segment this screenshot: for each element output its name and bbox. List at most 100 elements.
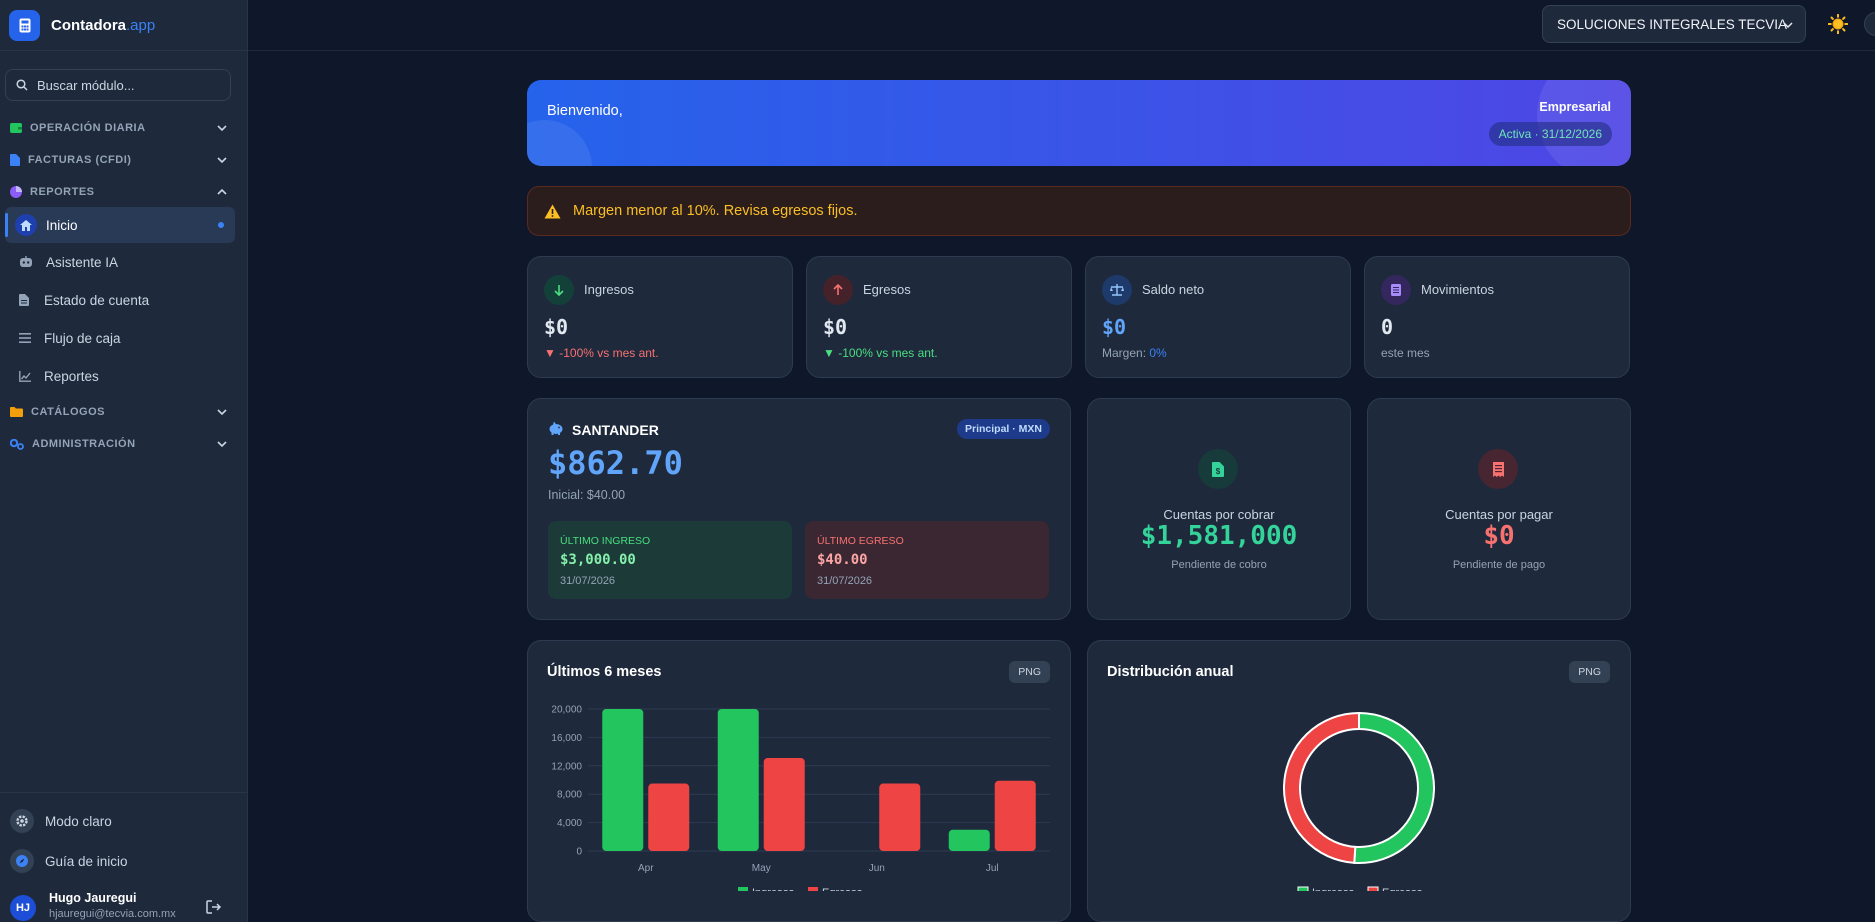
pie-chart-icon (10, 186, 22, 198)
search-input[interactable] (37, 77, 217, 93)
x-tick-label: Jul (986, 863, 999, 874)
last-expense-label: ÚLTIMO EGRESO (817, 535, 904, 547)
alert-text: Margen menor al 10%. Revisa egresos fijo… (573, 203, 858, 219)
brand[interactable]: Contadora.app (0, 0, 247, 51)
scale-icon (1102, 275, 1132, 305)
user-menu-button[interactable] (1864, 12, 1875, 36)
stat-value: $0 (1102, 315, 1127, 339)
bar-chart-panel: Últimos 6 meses PNG 20,000 16,000 12,000 8,… (527, 640, 1071, 922)
y-tick-label: 0 (576, 847, 582, 858)
stat-value: $0 (823, 315, 848, 339)
warning-icon (544, 204, 561, 218)
guide-link[interactable]: Guía de inicio (10, 849, 128, 873)
donut-chart: Ingresos Egresos (1283, 711, 1435, 891)
nav-inicio[interactable]: Inicio (5, 207, 235, 243)
x-tick-label: Apr (638, 863, 654, 874)
export-png-button[interactable]: PNG (1569, 661, 1610, 683)
gear-icon (10, 809, 34, 833)
compass-icon (10, 849, 34, 873)
stat-card-ingresos: Ingresos $0 ▼ -100% vs mes ant. (527, 256, 793, 378)
plan-status-badge: Activa · 31/12/2026 (1488, 122, 1612, 146)
legend-swatch (738, 887, 748, 891)
user-name: Hugo Jauregui (49, 891, 137, 905)
receivable-card[interactable]: $ Cuentas por cobrar $1,581,000 Pendient… (1087, 398, 1351, 620)
x-tick-label: Jun (869, 863, 885, 874)
user-email: hjauregui@tecvia.com.mx (49, 908, 176, 920)
y-tick-label: 12,000 (551, 761, 582, 772)
section-label: OPERACIÓN DIARIA (30, 122, 146, 134)
export-png-button[interactable]: PNG (1009, 661, 1050, 683)
robot-icon (20, 256, 32, 267)
receipt-icon (1478, 449, 1518, 489)
svg-text:$: $ (1216, 467, 1221, 476)
search-box[interactable] (5, 69, 231, 101)
y-tick-label: 16,000 (551, 733, 582, 744)
last-expense-box: ÚLTIMO EGRESO $40.00 31/07/2026 (805, 521, 1049, 599)
payable-value: $0 (1483, 521, 1515, 551)
bar-egresos-jul (994, 780, 1036, 851)
light-mode-label: Modo claro (45, 813, 112, 829)
last-income-label: ÚLTIMO INGRESO (560, 535, 651, 547)
nav-label: Reportes (44, 368, 99, 384)
legend-label: Egresos (822, 887, 863, 891)
stat-label: Saldo neto (1142, 282, 1205, 297)
invoice-dollar-icon: $ (1198, 449, 1238, 489)
welcome-banner: Bienvenido, Empresarial Activa · 31/12/2… (527, 80, 1631, 166)
stat-sub: este mes (1381, 346, 1430, 360)
legend-label: Ingresos (1312, 887, 1355, 891)
section-reportes[interactable]: REPORTES (0, 180, 236, 204)
sidebar: Contadora.app OPERACIÓN DIARIA FACTURAS … (0, 0, 248, 922)
last-income-amount: $3,000.00 (560, 552, 636, 568)
logout-icon[interactable] (206, 900, 222, 914)
receivable-value: $1,581,000 (1140, 521, 1298, 551)
section-facturas[interactable]: FACTURAS (CFDI) (0, 148, 236, 172)
user-profile[interactable]: HJ Hugo Jauregui hjauregui@tecvia.com.mx (10, 891, 176, 921)
stat-label: Movimientos (1421, 282, 1494, 297)
section-administracion[interactable]: ADMINISTRACIÓN (0, 432, 236, 456)
bar-chart: 20,000 16,000 12,000 8,000 4,000 0 Apr May Jun Ju… (551, 705, 1050, 891)
stat-change: ▼ -100% vs mes ant. (823, 346, 938, 360)
nav-label: Flujo de caja (44, 330, 121, 346)
stat-label: Ingresos (584, 282, 634, 297)
section-label: CATÁLOGOS (31, 406, 105, 418)
nav-flujo-de-caja[interactable]: Flujo de caja (5, 320, 235, 356)
company-selector[interactable]: SOLUCIONES INTEGRALES TECVIA (1542, 5, 1806, 43)
section-operacion-diaria[interactable]: OPERACIÓN DIARIA (0, 116, 236, 140)
piggy-bank-icon (549, 421, 563, 435)
nav-asistente-ia[interactable]: Asistente IA (5, 244, 235, 280)
chevron-down-icon (217, 441, 227, 448)
last-expense-amount: $40.00 (817, 552, 868, 568)
plan-name: Empresarial (1539, 100, 1611, 114)
guide-label: Guía de inicio (45, 853, 128, 869)
bank-account-card[interactable]: SANTANDER Principal · MXN $862.70 Inicia… (527, 398, 1071, 620)
payable-card[interactable]: Cuentas por pagar $0 Pendiente de pago (1367, 398, 1631, 620)
light-mode-toggle[interactable]: Modo claro (10, 809, 112, 833)
legend-label: Egresos (1382, 887, 1423, 891)
margin-alert: Margen menor al 10%. Revisa egresos fijo… (527, 186, 1631, 236)
greeting: Bienvenido, (547, 103, 623, 119)
calculator-icon (9, 9, 40, 41)
stat-card-movimientos: Movimientos 0 este mes (1364, 256, 1630, 378)
sidebar-footer (0, 792, 248, 793)
decorative-circle (527, 120, 592, 166)
stat-card-egresos: Egresos $0 ▼ -100% vs mes ant. (806, 256, 1072, 378)
nav-reportes[interactable]: Reportes (5, 358, 235, 394)
bar-egresos-may (763, 757, 805, 851)
last-expense-date: 31/07/2026 (817, 575, 873, 587)
arrow-down-icon (544, 275, 574, 305)
avatar: HJ (10, 895, 36, 921)
stat-margin: Margen: 0% (1102, 346, 1167, 360)
section-catalogos[interactable]: CATÁLOGOS (0, 400, 236, 424)
slice-ingresos (1353, 711, 1435, 864)
wallet-icon (10, 123, 22, 133)
nav-label: Estado de cuenta (44, 292, 150, 308)
chevron-down-icon (217, 125, 227, 132)
nav-estado-de-cuenta[interactable]: Estado de cuenta (5, 282, 235, 318)
pie-chart-panel: Distribución anual PNG Ingresos Egresos (1087, 640, 1631, 922)
home-icon (15, 214, 37, 236)
bar-ingresos-apr (602, 709, 644, 851)
sun-icon[interactable] (1828, 14, 1848, 34)
bank-balance: $862.70 (548, 444, 683, 482)
chevron-down-icon (1783, 22, 1793, 29)
search-icon (16, 79, 28, 91)
